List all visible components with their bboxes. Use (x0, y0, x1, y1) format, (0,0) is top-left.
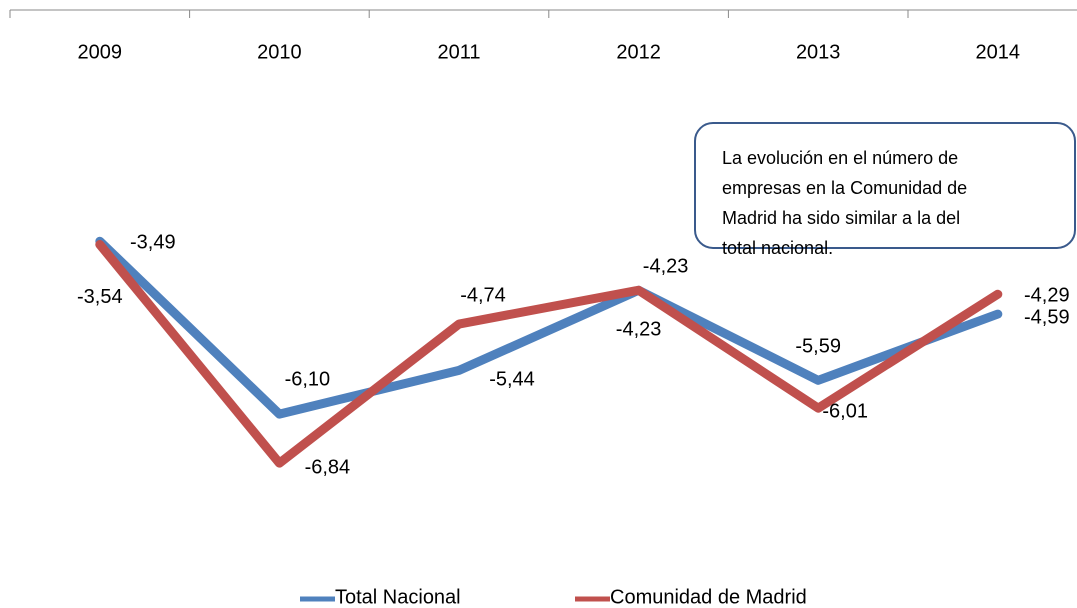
data-label: -4,59 (1024, 306, 1070, 328)
x-tick-label: 2014 (976, 41, 1021, 63)
annotation-box (694, 122, 1076, 249)
annotation-text: Madrid ha sido similar a la del (722, 208, 960, 228)
annotation-text: total nacional. (722, 238, 833, 258)
data-label: -6,01 (822, 400, 868, 422)
annotation-text: La evolución en el número de (722, 148, 958, 168)
data-label: -4,29 (1024, 284, 1070, 306)
x-tick-label: 2009 (78, 41, 123, 63)
legend-label: Total Nacional (335, 586, 461, 608)
series-line (95, 240, 1003, 468)
legend-label: Comunidad de Madrid (610, 586, 807, 608)
x-tick-label: 2011 (437, 41, 480, 63)
data-label: -6,84 (305, 456, 351, 478)
annotation-text: empresas en la Comunidad de (722, 178, 967, 198)
data-label: -6,10 (285, 368, 331, 390)
data-label: -4,74 (460, 284, 506, 306)
data-label: -3,49 (130, 231, 176, 253)
data-label: -4,23 (616, 319, 662, 341)
x-tick-label: 2012 (616, 41, 661, 63)
data-label: -3,54 (77, 286, 123, 308)
data-label: -4,23 (643, 256, 689, 278)
x-tick-label: 2010 (257, 41, 302, 63)
x-tick-label: 2013 (796, 41, 841, 63)
series-line (95, 236, 1003, 419)
data-label: -5,44 (489, 369, 535, 391)
data-label: -5,59 (795, 336, 841, 358)
